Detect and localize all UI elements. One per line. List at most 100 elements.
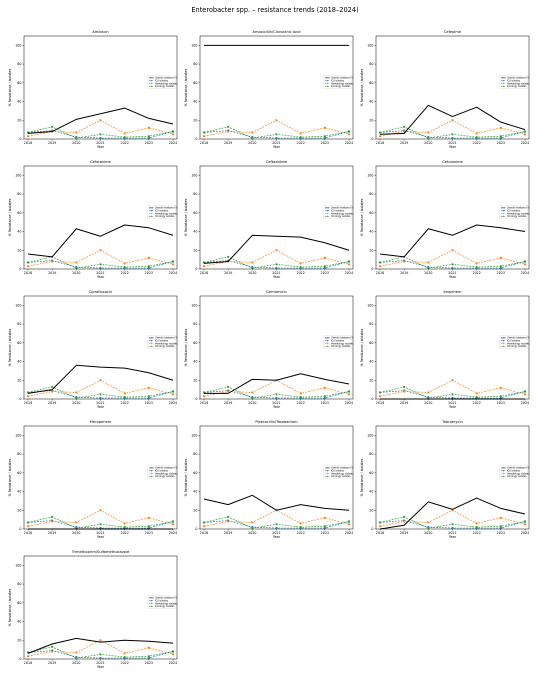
data-point-onc [147, 395, 150, 398]
subplot-title: Cefuroxime [442, 160, 463, 164]
data-point-hem [299, 392, 302, 395]
y-tick-label: 60 [193, 211, 197, 215]
legend-marker-icu [326, 80, 328, 82]
legend-marker-onc [326, 215, 328, 217]
y-tick-label: 100 [15, 563, 21, 567]
legend-label-overall: Overall resistance % [155, 337, 178, 340]
legend-label-hem: Hematology isolates [507, 212, 530, 215]
x-tick-label: 2019 [224, 141, 232, 145]
data-point-hem [227, 520, 230, 523]
y-tick-label: 0 [19, 657, 21, 661]
legend-label-icu: ICU isolates [331, 80, 345, 83]
y-tick-label: 60 [369, 471, 373, 475]
x-tick-label: 2022 [120, 271, 128, 275]
legend-label-hem: Hematology isolates [331, 342, 354, 345]
y-tick-label: 100 [15, 303, 21, 307]
data-point-onc [26, 261, 30, 264]
data-point-onc [427, 266, 430, 270]
y-tick-label: 0 [371, 137, 373, 141]
x-tick-label: 2018 [24, 141, 32, 145]
x-tick-label: 2019 [48, 661, 56, 665]
subplot-8: Gentamicin 0 20 40 60 80 100 2018 2019 2020 2021 20… [184, 290, 354, 409]
y-tick-label: 100 [367, 433, 373, 437]
data-point-hem [227, 390, 230, 393]
legend-label-hem: Hematology isolates [507, 82, 530, 85]
data-point-hem [251, 131, 254, 134]
data-point-hem [347, 523, 351, 526]
legend-label-onc: Oncology isolates [507, 85, 527, 88]
legend-label-onc: Oncology isolates [507, 215, 527, 218]
x-tick-label: 2023 [321, 141, 329, 145]
data-point-hem [99, 119, 102, 122]
data-point-icu [499, 266, 502, 270]
data-point-hem [147, 386, 150, 389]
x-axis-label: Year [449, 405, 457, 409]
subplot-title: Ceftazidime [266, 160, 288, 164]
x-tick-label: 2022 [472, 141, 480, 145]
data-point-hem [227, 130, 230, 133]
data-point-hem [202, 265, 206, 268]
data-point-onc [403, 125, 406, 128]
y-tick-label: 100 [191, 433, 197, 437]
x-tick-label: 2024 [521, 531, 529, 535]
x-axis-label: Year [97, 145, 105, 149]
legend-label-overall: Overall resistance % [507, 77, 530, 80]
y-tick-label: 0 [371, 267, 373, 271]
subplot-7: Ciprofloxacin 0 20 40 60 80 100 2018 2019 2020 202… [8, 290, 178, 409]
data-point-hem [26, 135, 30, 138]
x-tick-label: 2020 [72, 271, 80, 275]
y-tick-label: 20 [17, 508, 21, 512]
data-point-hem [147, 516, 150, 519]
legend-marker-hem [150, 82, 152, 85]
data-point-onc [299, 136, 302, 139]
x-tick-label: 2019 [400, 401, 408, 405]
data-point-hem [251, 521, 254, 524]
data-point-hem [202, 135, 206, 138]
x-tick-label: 2023 [321, 531, 329, 535]
data-point-onc [123, 266, 126, 269]
x-tick-label: 2018 [200, 141, 208, 145]
legend-label-overall: Overall resistance % [507, 207, 530, 210]
legend-label-hem: Hematology isolates [331, 472, 354, 475]
legend-label-overall: Overall resistance % [331, 77, 354, 80]
y-tick-label: 80 [17, 192, 21, 196]
data-point-hem [347, 263, 351, 266]
data-point-hem [123, 262, 126, 265]
data-point-hem [451, 249, 454, 252]
y-tick-label: 20 [193, 508, 197, 512]
y-axis-label: % Resistance / isolates [8, 198, 12, 236]
data-point-onc [299, 396, 302, 399]
x-tick-label: 2019 [224, 271, 232, 275]
legend-label-hem: Hematology isolates [507, 342, 530, 345]
data-point-icu [499, 136, 502, 140]
data-point-hem [171, 393, 175, 396]
legend-marker-icu [326, 340, 328, 342]
legend: Overall resistance %ICU isolatesHematolo… [147, 205, 178, 219]
data-point-onc [378, 131, 382, 134]
legend-label-hem: Hematology isolates [331, 212, 354, 215]
data-point-hem [202, 525, 206, 528]
x-tick-label: 2018 [200, 401, 208, 405]
y-tick-label: 0 [19, 137, 21, 141]
x-tick-label: 2020 [424, 271, 432, 275]
subplot-title: Imipenem [443, 290, 462, 294]
legend: Overall resistance %ICU isolatesHematolo… [323, 205, 354, 219]
data-point-hem [26, 655, 30, 658]
data-point-icu [323, 526, 326, 530]
legend-box [147, 595, 176, 609]
legend-box [323, 205, 352, 219]
x-tick-label: 2020 [248, 141, 256, 145]
data-point-hem [523, 263, 527, 266]
subplot-1: Amikacin 0 20 40 60 80 100 2018 2019 2020 2021 2022… [8, 30, 178, 149]
x-tick-label: 2019 [48, 141, 56, 145]
series-line-overall [27, 637, 174, 654]
data-point-hem [26, 265, 30, 268]
legend-label-hem: Hematology isolates [155, 602, 178, 605]
data-point-onc [251, 396, 254, 400]
y-tick-label: 100 [191, 43, 197, 47]
data-point-hem [75, 131, 78, 134]
x-tick-label: 2022 [296, 401, 304, 405]
subplot-title: Ciprofloxacin [89, 290, 112, 294]
y-tick-label: 20 [17, 248, 21, 252]
data-point-icu [499, 526, 502, 530]
